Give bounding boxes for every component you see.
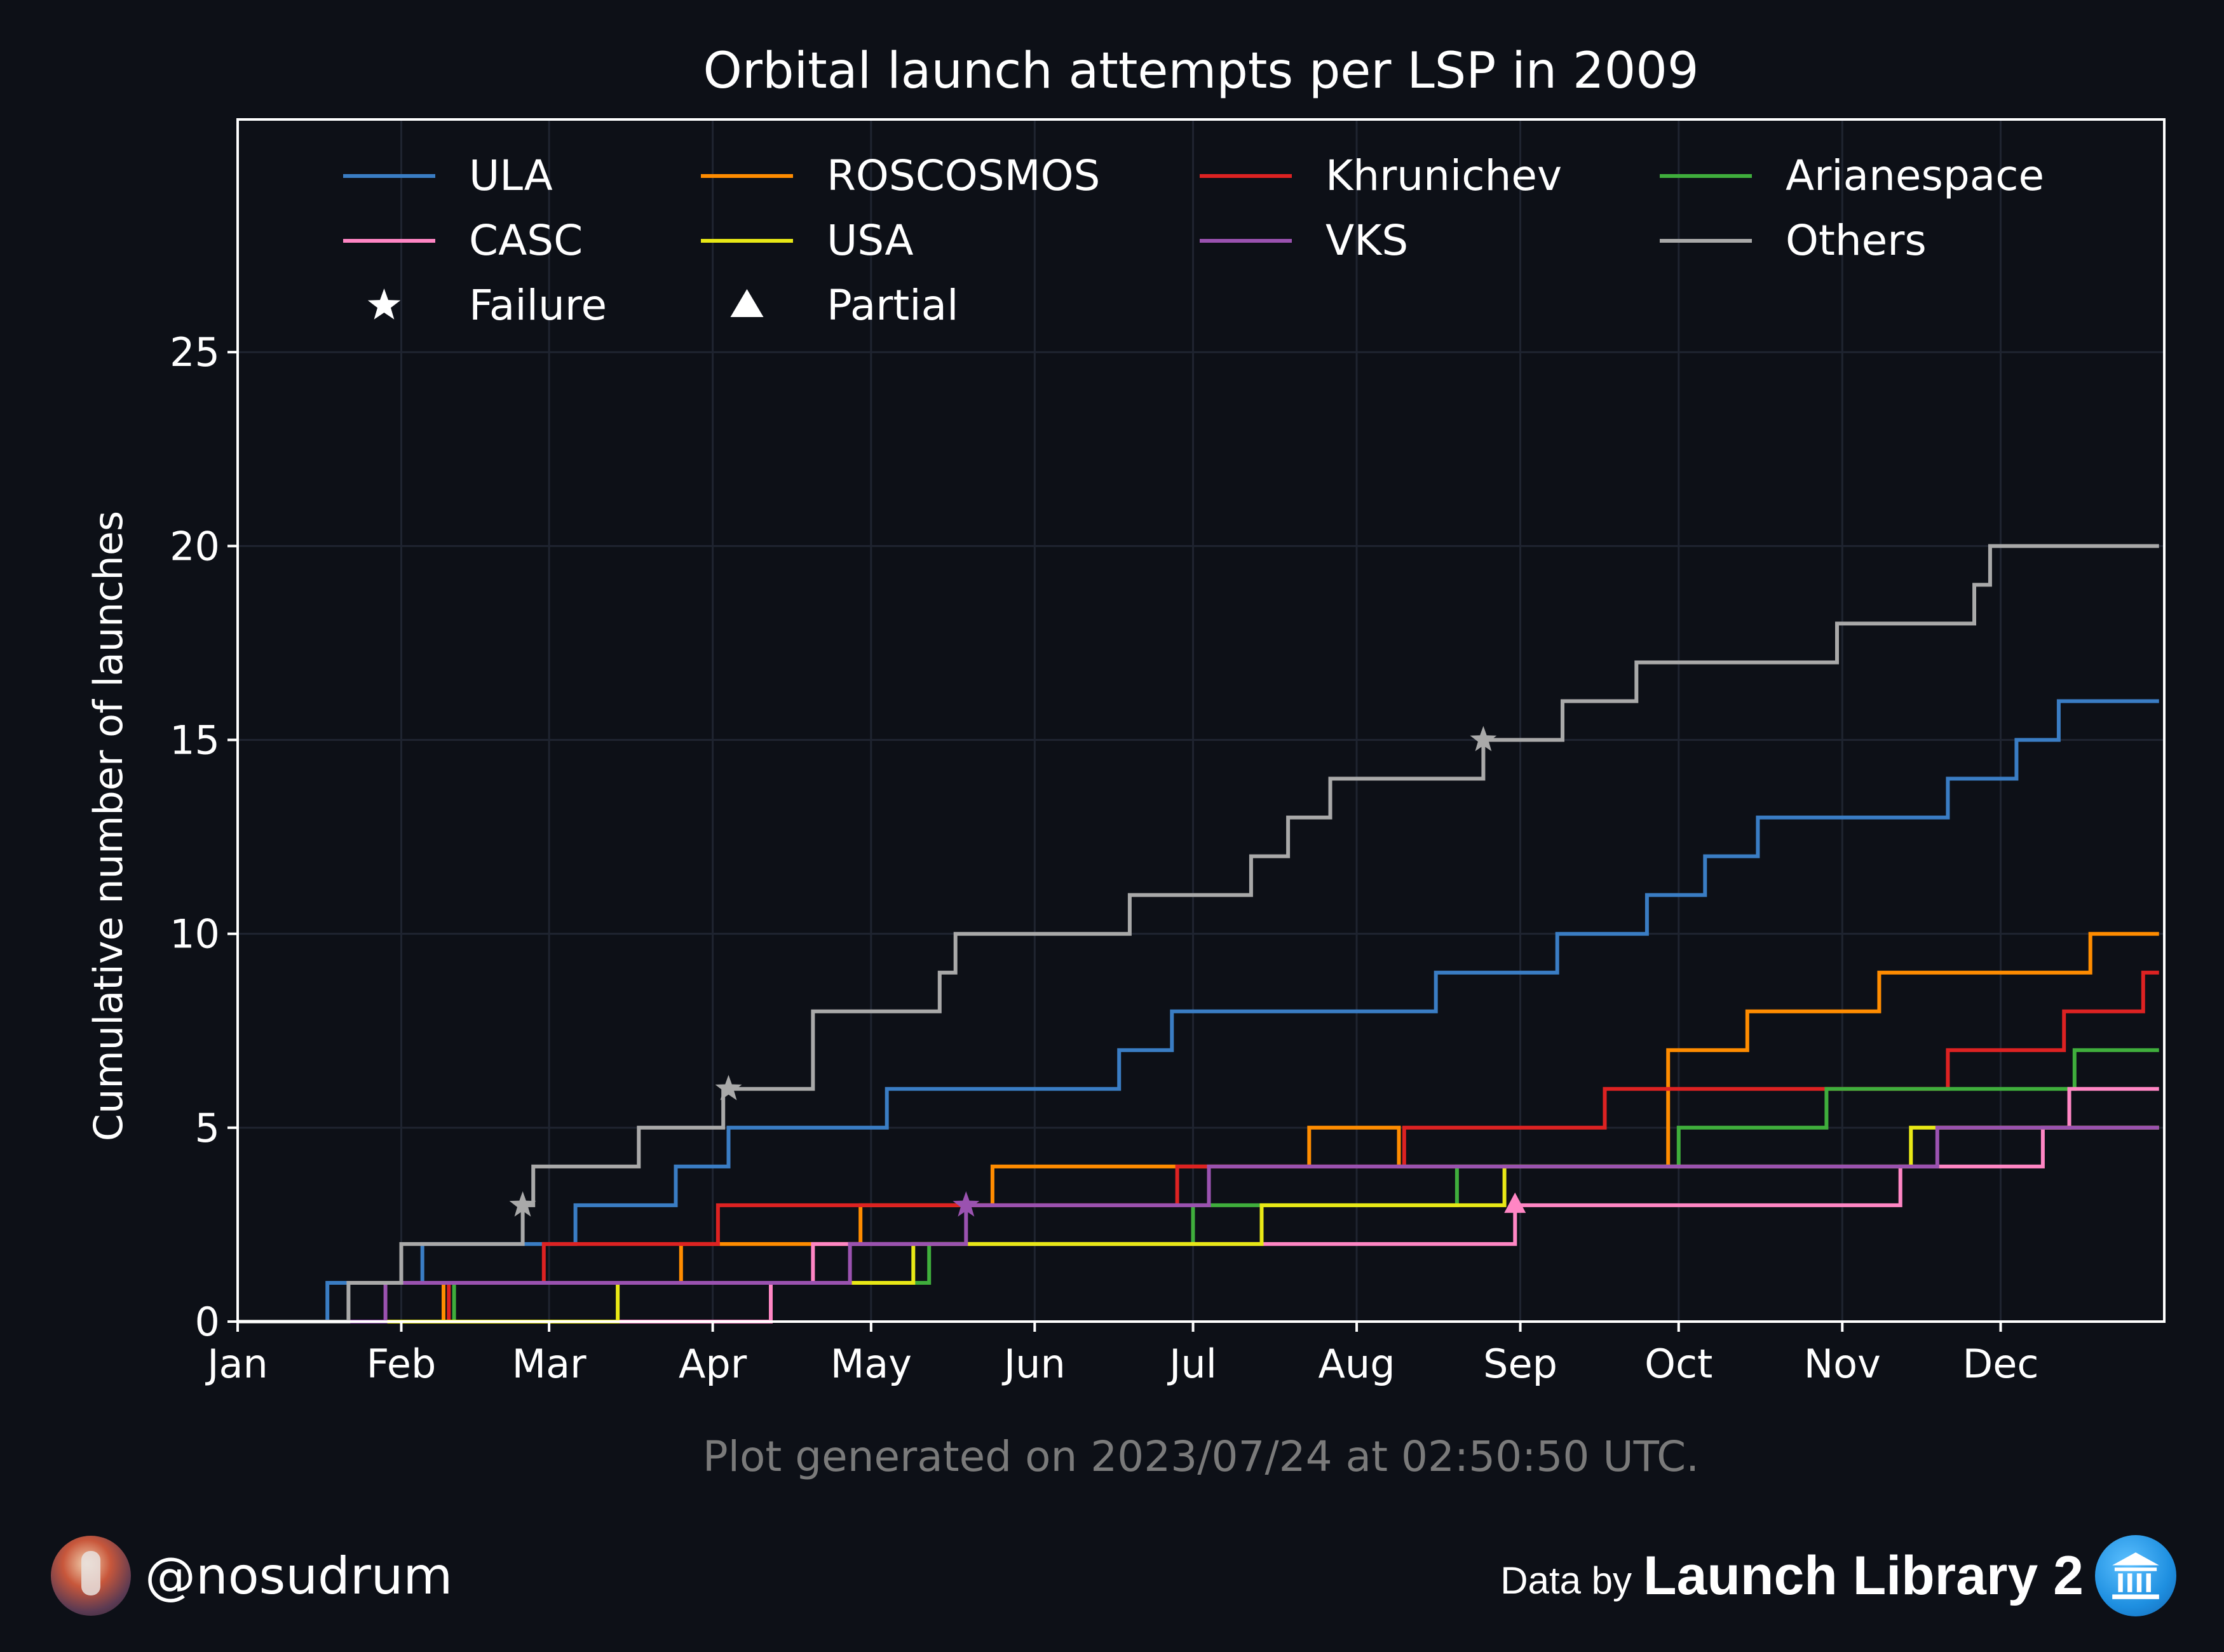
y-axis-ticks: 0 5 10 15 20 25 — [170, 329, 238, 1345]
series-line-roscosmos — [238, 931, 2159, 1324]
series-line-arianespace — [238, 1048, 2159, 1324]
credit-prefix: Data by — [1500, 1559, 1632, 1602]
credit-name: Launch Library 2 — [1643, 1545, 2084, 1606]
legend-label: VKS — [1326, 216, 1408, 265]
failure-marker — [1470, 726, 1497, 752]
legend-label: USA — [827, 216, 914, 265]
plot-footnote: Plot generated on 2023/07/24 at 02:50:50… — [703, 1432, 1699, 1481]
y-axis-label: Cumulative number of launches — [85, 511, 132, 1141]
x-tick-label: May — [831, 1341, 912, 1387]
y-tick-label: 25 — [170, 329, 220, 376]
x-tick-label: Mar — [512, 1341, 587, 1387]
legend-label: Partial — [827, 281, 958, 330]
x-tick-label: Oct — [1644, 1341, 1712, 1387]
x-tick-label: Jun — [1001, 1341, 1066, 1387]
legend-label: Failure — [469, 281, 607, 330]
y-tick-label: 15 — [170, 717, 220, 764]
partial-marker — [1504, 1192, 1526, 1213]
x-tick-label: Feb — [367, 1341, 437, 1387]
failure-marker — [715, 1074, 742, 1100]
x-tick-label: Dec — [1962, 1341, 2038, 1387]
grid — [236, 119, 2164, 1323]
series-line-khrunichev — [238, 970, 2159, 1324]
x-axis-ticks: Jan Feb Mar Apr May Jun Jul Aug Sep Oct Nov Dec — [205, 1322, 2038, 1387]
legend-label: Khrunichev — [1326, 151, 1562, 200]
y-tick-label: 5 — [195, 1105, 220, 1151]
legend: ULA ROSCOSMOS Khrunichev Arianespace CASC USA… — [343, 151, 2044, 330]
x-tick-label: Nov — [1804, 1341, 1881, 1387]
series-lines — [238, 544, 2159, 1324]
failure-marker — [509, 1191, 536, 1217]
legend-label: ROSCOSMOS — [827, 151, 1100, 200]
y-tick-label: 20 — [170, 523, 220, 569]
legend-label: Others — [1786, 216, 1927, 265]
y-tick-label: 10 — [170, 911, 220, 958]
x-tick-label: Apr — [679, 1341, 747, 1387]
event-markers — [509, 726, 1526, 1217]
y-tick-label: 0 — [195, 1299, 220, 1345]
x-tick-label: Aug — [1319, 1341, 1395, 1387]
plot-frame — [236, 118, 2166, 1323]
legend-failure-icon — [367, 288, 401, 320]
legend-label: ULA — [469, 151, 553, 200]
failure-marker — [953, 1191, 980, 1217]
x-tick-label: Jan — [205, 1341, 268, 1387]
legend-partial-icon — [730, 289, 764, 317]
author-handle[interactable]: @nosudrum — [51, 1531, 452, 1620]
avatar — [51, 1536, 131, 1616]
legend-label: CASC — [469, 216, 583, 265]
series-line-ula — [238, 699, 2159, 1324]
legend-label: Arianespace — [1786, 151, 2044, 200]
launch-library-logo-icon — [2095, 1535, 2176, 1616]
x-tick-label: Jul — [1167, 1341, 1217, 1387]
series-line-vks — [238, 1125, 2159, 1324]
author-handle-text: @nosudrum — [145, 1546, 453, 1606]
series-line-usa — [238, 1125, 2159, 1324]
x-tick-label: Sep — [1483, 1341, 1557, 1387]
data-credit[interactable]: Data by Launch Library 2 — [1500, 1531, 2176, 1620]
chart-title: Orbital launch attempts per LSP in 2009 — [703, 43, 1699, 100]
